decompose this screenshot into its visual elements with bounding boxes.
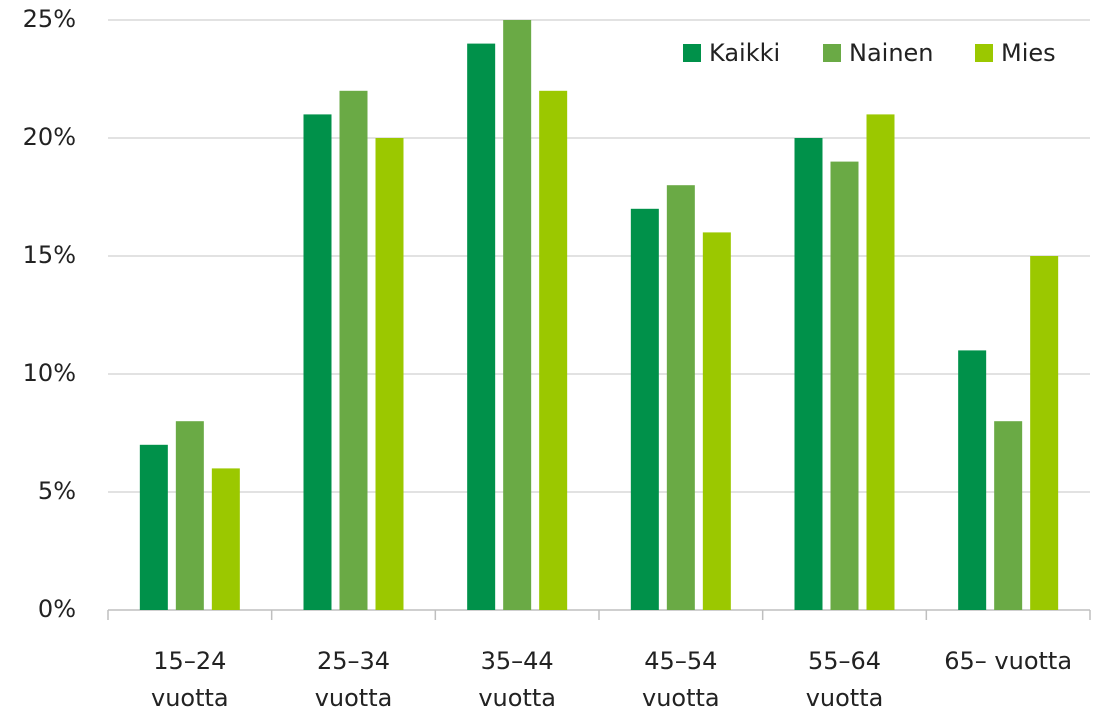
y-tick-label: 25% xyxy=(23,5,76,33)
bar xyxy=(830,161,859,610)
y-tick-label: 15% xyxy=(23,241,76,269)
bar xyxy=(702,232,731,610)
bar xyxy=(339,90,368,611)
bar xyxy=(303,114,332,611)
legend-label: Kaikki xyxy=(709,39,780,67)
legend-swatch xyxy=(975,44,993,62)
y-tick-label: 5% xyxy=(38,477,76,505)
x-tick-label: 25–34 vuotta xyxy=(314,647,393,712)
y-tick-label: 10% xyxy=(23,359,76,387)
bar xyxy=(139,444,168,610)
bar xyxy=(375,138,404,610)
x-tick-label: 15–24 vuotta xyxy=(151,647,229,712)
bar xyxy=(958,350,987,610)
x-tick-label: 45–54 vuotta xyxy=(642,647,720,712)
bar xyxy=(866,114,895,611)
bar xyxy=(211,468,240,610)
bar xyxy=(630,208,659,611)
y-tick-label: 20% xyxy=(23,123,76,151)
bar xyxy=(794,138,823,610)
bar xyxy=(175,421,204,610)
x-tick-label: 35–44 vuotta xyxy=(478,647,556,712)
x-tick-label: 65– vuotta xyxy=(944,647,1073,675)
legend-swatch xyxy=(823,44,841,62)
bar xyxy=(539,90,568,611)
bar xyxy=(503,20,532,610)
x-tick-label: 55–64 vuotta xyxy=(805,647,884,712)
legend-label: Nainen xyxy=(849,39,934,67)
legend-swatch xyxy=(683,44,701,62)
bar xyxy=(1030,256,1059,610)
legend-label: Mies xyxy=(1001,39,1056,67)
y-tick-label: 0% xyxy=(38,595,76,623)
bar xyxy=(666,185,695,610)
bar xyxy=(994,421,1023,610)
bar xyxy=(467,43,496,611)
